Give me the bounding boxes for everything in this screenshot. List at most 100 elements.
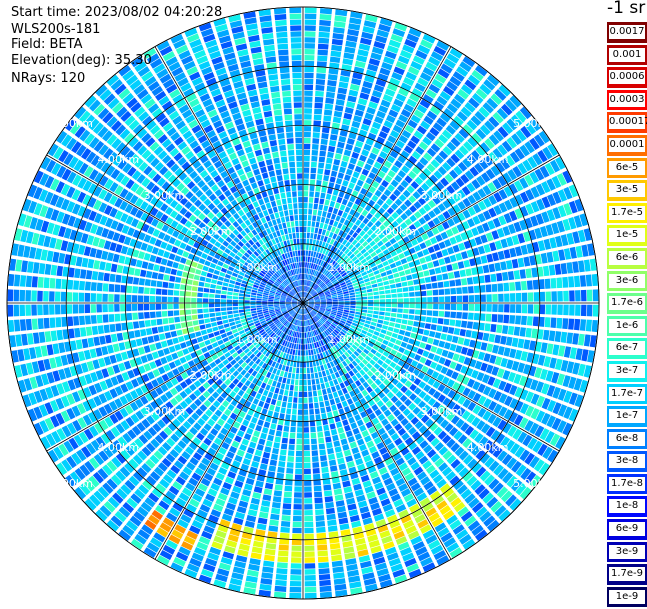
range-gate-cell <box>540 292 546 302</box>
range-gate-cell <box>593 289 599 301</box>
range-gate-cell <box>327 412 333 418</box>
range-gate-cell <box>347 138 355 145</box>
range-gate-cell <box>561 263 568 274</box>
range-gate-cell <box>492 294 498 302</box>
range-gate-cell <box>108 304 114 312</box>
range-gate-cell <box>307 338 309 343</box>
range-gate-cell <box>425 344 432 351</box>
range-gate-cell <box>280 527 290 533</box>
range-gate-cell <box>330 543 340 550</box>
range-gate-cell <box>412 327 418 333</box>
range-gate-cell <box>341 161 348 168</box>
range-gate-cell <box>274 300 279 301</box>
range-gate-cell <box>257 294 263 297</box>
range-gate-cell <box>552 251 559 262</box>
range-gate-cell <box>335 202 341 208</box>
range-gate-cell <box>305 19 316 25</box>
range-gate-cell <box>225 327 231 332</box>
range-gate-cell <box>438 311 444 317</box>
range-gate-cell <box>543 266 550 276</box>
range-gate-cell <box>145 279 151 286</box>
range-gate-cell <box>300 362 303 367</box>
range-gate-cell <box>114 284 120 292</box>
range-gate-cell <box>146 328 152 335</box>
range-gate-cell <box>99 336 106 345</box>
range-gate-cell <box>339 82 349 89</box>
range-gate-cell <box>186 315 192 320</box>
range-gate-cell <box>336 421 342 428</box>
range-gate-cell <box>304 492 312 498</box>
range-gate-cell <box>257 444 264 451</box>
range-gate-cell <box>279 413 285 419</box>
range-gate-cell <box>562 318 568 329</box>
range-gate-cell <box>277 425 283 431</box>
range-gate-cell <box>314 233 318 239</box>
range-gate-cell <box>318 562 329 568</box>
range-gate-cell <box>311 373 315 379</box>
range-gate-cell <box>67 280 73 290</box>
range-gate-cell <box>393 273 399 278</box>
range-gate-cell <box>149 344 156 352</box>
range-gate-cell <box>303 233 306 238</box>
range-gate-cell <box>74 328 80 338</box>
range-gate-cell <box>502 325 508 334</box>
range-gate-cell <box>140 270 146 277</box>
range-gate-cell <box>299 386 303 391</box>
range-gate-cell <box>73 316 79 326</box>
range-gate-cell <box>207 328 213 333</box>
range-gate-cell <box>233 307 239 310</box>
range-gate-cell <box>312 355 315 361</box>
range-gate-cell <box>492 284 498 292</box>
range-gate-cell <box>52 252 59 263</box>
range-gate-cell <box>303 221 306 226</box>
range-gate-cell <box>549 265 556 276</box>
range-gate-cell <box>305 587 317 593</box>
range-gate-cell <box>545 279 551 289</box>
range-gate-cell <box>190 352 197 359</box>
range-gate-cell <box>304 167 309 172</box>
range-gate-cell <box>566 332 573 343</box>
range-gate-cell <box>156 304 161 310</box>
range-gate-cell <box>427 310 433 315</box>
range-gate-cell <box>522 293 528 302</box>
range-gate-cell <box>515 315 521 324</box>
range-gate-cell <box>415 310 421 315</box>
range-gate-cell <box>343 52 354 59</box>
range-gate-cell <box>293 504 301 510</box>
range-gate-cell <box>304 90 313 96</box>
range-gate-cell <box>315 503 324 509</box>
range-gate-cell <box>293 397 297 403</box>
range-gate-cell <box>300 332 302 337</box>
range-gate-cell <box>384 285 390 289</box>
range-gate-cell <box>317 366 321 372</box>
range-gate-cell <box>518 339 525 349</box>
range-gate-cell <box>474 313 480 320</box>
range-gate-cell <box>384 316 390 320</box>
range-gate-cell <box>91 315 97 324</box>
range-gate-cell <box>338 512 347 519</box>
range-gate-cell <box>260 463 268 470</box>
range-gate-cell <box>319 151 326 157</box>
range-gate-cell <box>333 117 341 124</box>
range-gate-cell <box>334 578 346 585</box>
range-gate-cell <box>310 174 315 180</box>
range-gate-cell <box>320 586 332 592</box>
range-gate-cell <box>383 321 389 326</box>
range-gate-cell <box>255 425 262 432</box>
range-gate-cell <box>337 93 346 100</box>
range-gate-cell <box>197 298 202 302</box>
range-gate-cell <box>310 367 313 373</box>
range-gate-cell <box>309 403 314 409</box>
range-gate-cell <box>239 290 245 293</box>
range-gate-cell <box>427 304 432 309</box>
range-gate-cell <box>91 282 97 291</box>
range-gate-cell <box>249 383 255 390</box>
range-gate-cell <box>156 311 162 317</box>
range-gate-cell <box>272 502 281 508</box>
range-gate-cell <box>356 303 361 305</box>
range-gate-cell <box>340 382 346 388</box>
range-gate-cell <box>147 336 154 343</box>
range-gate-cell <box>185 304 190 309</box>
range-gate-cell <box>440 333 447 340</box>
range-gate-cell <box>338 297 343 299</box>
